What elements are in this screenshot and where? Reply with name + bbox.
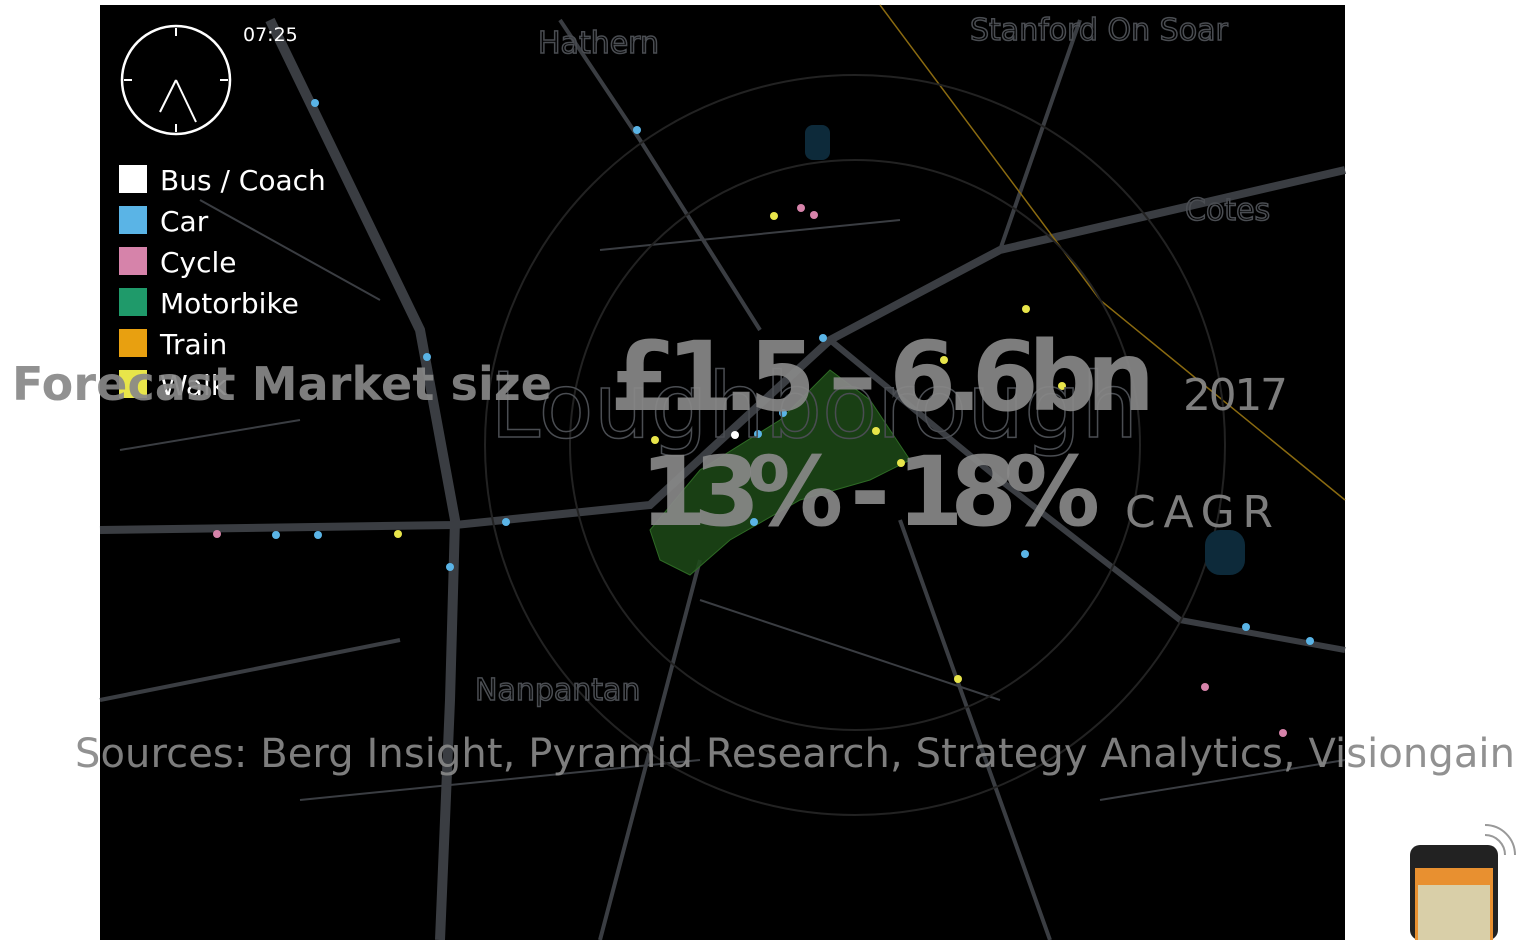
headline-year: 2017	[1183, 370, 1288, 421]
legend-label: Motorbike	[160, 287, 299, 320]
headline-growth: 13% - 18%	[640, 436, 1100, 548]
legend-label: Walk	[160, 369, 228, 402]
sources: Sources: Berg Insight, Pyramid Research,…	[75, 731, 1515, 777]
headline-label: Forecast Market size	[12, 357, 552, 411]
legend-swatch	[119, 206, 147, 234]
map	[99, 4, 1346, 940]
place-label: Stanford On Soar	[970, 13, 1228, 48]
place-label: Loughborough	[490, 354, 1138, 459]
clock: 07:25	[120, 24, 298, 136]
legend-label: Car	[160, 205, 209, 238]
legend-swatch	[119, 370, 147, 398]
legend-swatch	[119, 329, 147, 357]
legend-swatch	[119, 247, 147, 275]
phone-icon	[1410, 824, 1516, 940]
legend-swatch	[119, 165, 147, 193]
clock-time: 07:25	[243, 24, 298, 46]
legend-label: Cycle	[160, 246, 237, 279]
headline-range: £1.5 – 6.6bn	[610, 321, 1155, 433]
place-label: Cotes	[1185, 193, 1270, 228]
legend-label: Train	[159, 328, 227, 361]
place-label: Nanpantan	[475, 673, 640, 708]
legend: Bus / Coach Car Cycle Motorbike Train Walk	[119, 164, 326, 402]
legend-label: Bus / Coach	[160, 164, 326, 197]
legend-swatch	[119, 288, 147, 316]
place-label: Hathern	[538, 26, 659, 61]
